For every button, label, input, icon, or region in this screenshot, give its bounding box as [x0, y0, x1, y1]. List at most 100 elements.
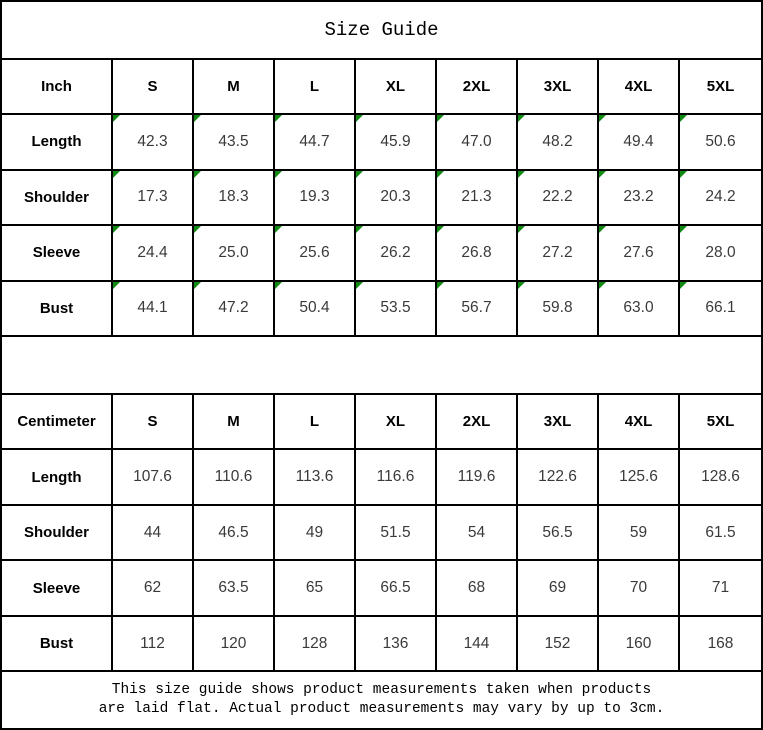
unit-header-cell: Inch — [2, 59, 113, 116]
green-corner-flag-icon — [680, 115, 687, 123]
value-cell: 62 — [113, 561, 194, 617]
green-corner-flag-icon — [194, 115, 201, 123]
green-corner-flag-icon — [113, 226, 120, 234]
value-cell: 61.5 — [680, 506, 761, 562]
green-corner-flag-icon — [437, 226, 444, 234]
value-cell: 122.6 — [518, 450, 599, 506]
green-corner-flag-icon — [680, 226, 687, 234]
value-cell: 125.6 — [599, 450, 680, 506]
value-cell: 17.3 — [113, 170, 194, 227]
value-cell: 53.5 — [356, 281, 437, 338]
green-corner-flag-icon — [518, 281, 525, 289]
value-cell: 68 — [437, 561, 518, 617]
value-cell: 21.3 — [437, 170, 518, 227]
size-header-cell: M — [194, 59, 275, 116]
value-cell: 63.0 — [599, 281, 680, 338]
value-cell: 18.3 — [194, 170, 275, 227]
size-header-cell: XL — [356, 394, 437, 451]
centimeter-table: Centimeter S M L XL 2XL 3XL 4XL 5XL Length 107.6 11… — [2, 394, 761, 673]
value-cell: 51.5 — [356, 505, 437, 562]
title-row: Size Guide — [2, 2, 761, 60]
value-cell: 19.3 — [275, 170, 356, 227]
value-cell: 119.6 — [437, 450, 518, 506]
value-cell: 65 — [275, 561, 356, 617]
value-cell: 113.6 — [275, 450, 356, 506]
page-title: Size Guide — [324, 18, 439, 41]
value-cell: 44.1 — [113, 281, 194, 338]
green-corner-flag-icon — [275, 115, 282, 123]
value-cell: 116.6 — [356, 450, 437, 506]
inch-table: Inch S M L XL 2XL 3XL 4XL 5XL Length 42.3 43.5 44.7 4… — [2, 59, 761, 338]
value-cell: 144 — [437, 616, 518, 673]
green-corner-flag-icon — [518, 226, 525, 234]
value-cell: 128.6 — [680, 450, 761, 506]
value-cell: 42.3 — [113, 115, 194, 171]
value-cell: 120 — [194, 616, 275, 673]
value-cell: 59 — [599, 505, 680, 562]
spacer-row — [2, 337, 761, 395]
size-header-cell: 2XL — [437, 394, 518, 451]
green-corner-flag-icon — [275, 226, 282, 234]
green-corner-flag-icon — [356, 170, 363, 178]
value-cell: 66.5 — [356, 561, 437, 617]
value-cell: 48.2 — [518, 115, 599, 171]
value-cell: 50.4 — [275, 281, 356, 338]
row-label-cell: Shoulder — [2, 170, 113, 227]
value-cell: 50.6 — [680, 115, 761, 171]
value-cell: 45.9 — [356, 115, 437, 171]
value-cell: 22.2 — [518, 170, 599, 227]
value-cell: 128 — [275, 616, 356, 673]
value-cell: 43.5 — [194, 115, 275, 171]
size-header-cell: 4XL — [599, 59, 680, 116]
value-cell: 71 — [680, 561, 761, 617]
row-label-cell: Sleeve — [2, 226, 113, 282]
footer-line-1: This size guide shows product measuremen… — [111, 682, 652, 699]
green-corner-flag-icon — [437, 170, 444, 178]
size-header-cell: S — [113, 59, 194, 116]
value-cell: 26.8 — [437, 226, 518, 282]
green-corner-flag-icon — [275, 281, 282, 289]
row-label-cell: Sleeve — [2, 561, 113, 617]
value-cell: 69 — [518, 561, 599, 617]
size-header-cell: 3XL — [518, 394, 599, 451]
green-corner-flag-icon — [113, 115, 120, 123]
size-header-cell: 5XL — [680, 60, 761, 116]
value-cell: 28.0 — [680, 226, 761, 282]
size-header-cell: M — [194, 394, 275, 451]
value-cell: 152 — [518, 616, 599, 673]
value-cell: 25.6 — [275, 226, 356, 282]
value-cell: 46.5 — [194, 505, 275, 562]
green-corner-flag-icon — [518, 170, 525, 178]
row-label-cell: Bust — [2, 281, 113, 338]
value-cell: 26.2 — [356, 226, 437, 282]
value-cell: 24.4 — [113, 226, 194, 282]
value-cell: 27.6 — [599, 226, 680, 282]
value-cell: 168 — [680, 617, 761, 673]
green-corner-flag-icon — [437, 115, 444, 123]
value-cell: 49.4 — [599, 115, 680, 171]
size-header-cell: L — [275, 59, 356, 116]
green-corner-flag-icon — [194, 170, 201, 178]
green-corner-flag-icon — [113, 281, 120, 289]
value-cell: 160 — [599, 616, 680, 673]
green-corner-flag-icon — [194, 281, 201, 289]
row-label-cell: Length — [2, 450, 113, 506]
green-corner-flag-icon — [437, 281, 444, 289]
value-cell: 63.5 — [194, 561, 275, 617]
green-corner-flag-icon — [194, 226, 201, 234]
value-cell: 49 — [275, 505, 356, 562]
value-cell: 56.5 — [518, 505, 599, 562]
green-corner-flag-icon — [680, 281, 687, 289]
value-cell: 56.7 — [437, 281, 518, 338]
value-cell: 27.2 — [518, 226, 599, 282]
value-cell: 44.7 — [275, 115, 356, 171]
green-corner-flag-icon — [275, 170, 282, 178]
green-corner-flag-icon — [356, 115, 363, 123]
value-cell: 24.2 — [680, 170, 761, 227]
value-cell: 110.6 — [194, 450, 275, 506]
green-corner-flag-icon — [599, 226, 606, 234]
value-cell: 54 — [437, 505, 518, 562]
row-label-cell: Length — [2, 115, 113, 171]
value-cell: 107.6 — [113, 450, 194, 506]
